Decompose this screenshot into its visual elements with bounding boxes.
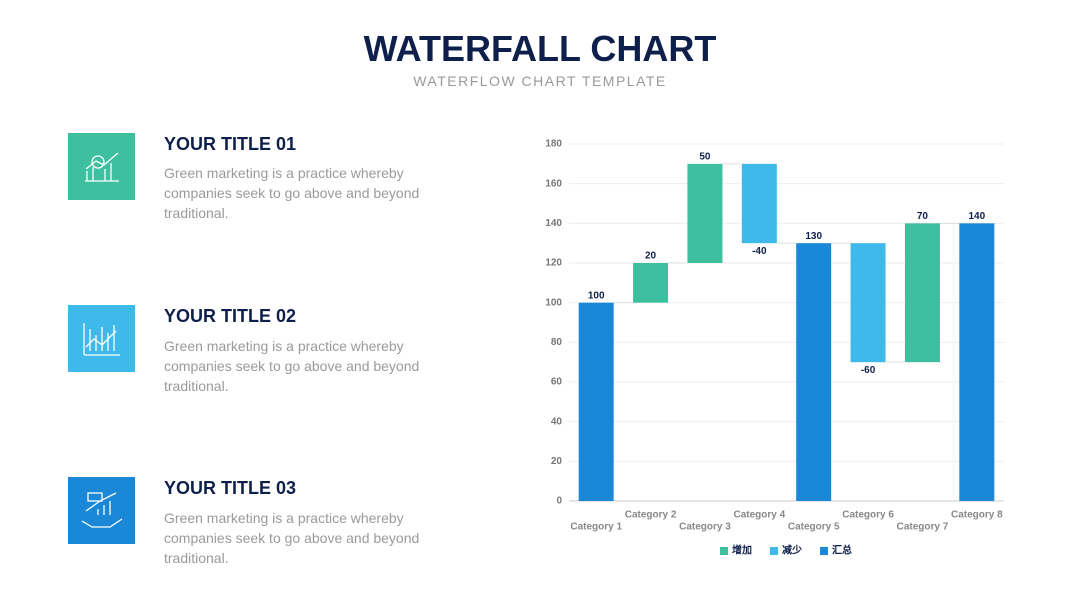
data-label: -40 xyxy=(752,246,767,257)
x-tick-label: Category 2 xyxy=(625,510,677,521)
bar xyxy=(633,263,669,303)
y-tick-label: 40 xyxy=(551,416,563,427)
y-tick-label: 180 xyxy=(545,139,562,150)
x-tick-label: Category 8 xyxy=(951,510,1003,521)
data-label: 50 xyxy=(699,151,711,162)
x-tick-label: Category 5 xyxy=(788,522,840,533)
icon-box xyxy=(68,477,135,544)
icon-box xyxy=(68,133,135,200)
y-tick-label: 0 xyxy=(556,496,562,507)
x-tick-label: Category 4 xyxy=(733,510,785,521)
slide-title: WATERFALL CHART xyxy=(363,28,717,69)
data-label: 20 xyxy=(645,251,657,262)
x-tick-label: Category 3 xyxy=(679,522,731,533)
item-title: YOUR TITLE 02 xyxy=(164,306,297,326)
item-text: Green marketing is a practice whereby co… xyxy=(164,338,420,394)
bar xyxy=(796,243,832,501)
y-tick-label: 80 xyxy=(551,337,563,348)
legend-label: 汇总 xyxy=(832,544,852,557)
y-tick-label: 120 xyxy=(545,258,562,269)
bar xyxy=(741,163,777,244)
legend-swatch xyxy=(820,547,828,555)
x-tick-label: Category 6 xyxy=(842,510,894,521)
bar xyxy=(904,223,940,363)
data-label: 140 xyxy=(968,211,985,222)
data-label: 70 xyxy=(917,211,929,222)
bar xyxy=(959,223,995,502)
icon-box xyxy=(68,305,135,372)
y-tick-label: 100 xyxy=(545,297,562,308)
x-tick-label: Category 1 xyxy=(570,522,622,533)
y-tick-label: 140 xyxy=(545,218,562,229)
bar xyxy=(578,302,614,501)
legend-label: 增加 xyxy=(732,544,752,557)
slide-subtitle: WATERFLOW CHART TEMPLATE xyxy=(413,73,667,89)
item-text: Green marketing is a practice whereby co… xyxy=(164,165,420,221)
legend-swatch xyxy=(770,547,778,555)
legend-label: 减少 xyxy=(782,544,802,557)
item-title: YOUR TITLE 01 xyxy=(164,134,297,154)
y-tick-label: 20 xyxy=(551,456,563,467)
bar xyxy=(850,243,886,363)
x-tick-label: Category 7 xyxy=(897,522,949,533)
data-label: -60 xyxy=(861,365,876,376)
bar xyxy=(687,163,723,263)
data-label: 100 xyxy=(588,290,605,301)
y-tick-label: 160 xyxy=(545,178,562,189)
legend-swatch xyxy=(720,547,728,555)
data-label: 130 xyxy=(805,231,822,242)
item-text: Green marketing is a practice whereby co… xyxy=(164,510,420,566)
item-title: YOUR TITLE 03 xyxy=(164,478,297,498)
y-tick-label: 60 xyxy=(551,377,563,388)
